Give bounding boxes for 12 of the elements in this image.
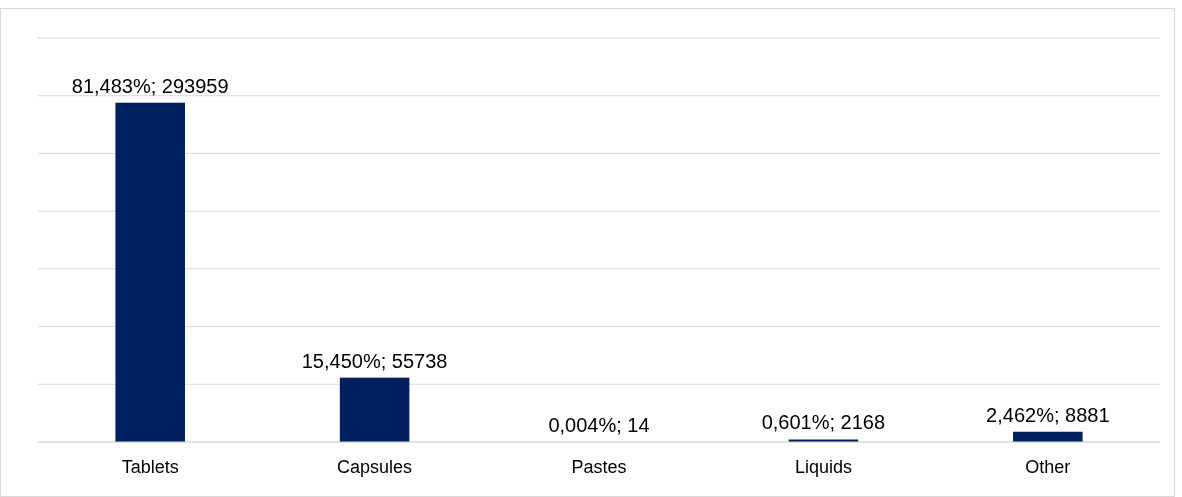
- data-label: 0,601%; 2168: [761, 411, 886, 434]
- bar: [339, 377, 410, 442]
- data-label: 2,462%; 8881: [986, 403, 1110, 426]
- data-label: 81,483%; 293959: [71, 74, 229, 97]
- data-label: 15,450%; 55738: [301, 349, 448, 372]
- x-tick-label: Other: [1025, 457, 1071, 477]
- x-tick-label: Liquids: [794, 457, 852, 477]
- x-tick-label: Capsules: [337, 457, 413, 477]
- x-tick-label: Pastes: [571, 457, 627, 477]
- data-label: 0,004%; 14: [548, 413, 650, 436]
- bar: [115, 102, 185, 442]
- x-tick-label: Tablets: [121, 457, 179, 477]
